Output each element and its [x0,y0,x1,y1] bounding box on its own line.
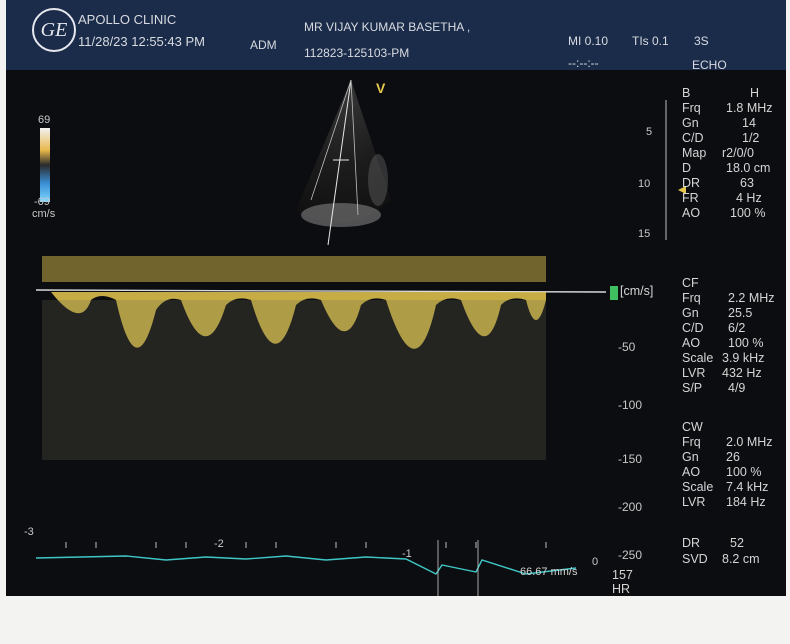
dr-label: DR [682,536,701,550]
cf-row-value: 25.5 [728,306,753,320]
velocity-unit: [cm/s] [620,284,654,298]
b-row-label: Map [682,146,707,160]
color-velocity-bar [40,128,50,202]
cf-row-label: S/P [682,381,703,395]
hr-label: HR [612,582,631,596]
b-row-value: 14 [742,116,756,130]
focus-marker [678,186,686,194]
doppler-noise [42,300,546,460]
cw-cursor-line[interactable] [327,79,352,246]
color-bar-top-label: 69 [38,114,51,126]
cw-row-label: Gn [682,450,699,464]
time-tick: 0 [592,556,599,568]
operator: ADM [250,38,277,52]
b-row-label: FR [682,191,699,205]
cw-row-label: AO [682,465,701,479]
cw-title: CW [682,420,703,434]
cw-row-value: 26 [726,450,740,464]
depth-tick-10: 10 [638,178,651,190]
b-title-value: H [750,86,760,100]
echo-reflection-2 [368,154,388,206]
mode-label: ECHO [692,58,727,72]
ecg-trace [35,555,577,575]
b-row-label: Frq [682,101,701,115]
b-row-value: 63 [740,176,754,190]
patient-id: 112823-125103-PM [304,46,410,60]
cf-row-label: AO [682,336,701,350]
cw-row-label: Scale [682,480,714,494]
cf-row-label: Frq [682,291,701,305]
timer: --:--:-- [568,56,599,70]
baseline-marker[interactable] [610,286,618,300]
sector-image [296,80,391,223]
sector-edge-left [310,79,352,201]
time-tick: -1 [402,548,412,560]
svd-value: 8.2 cm [722,552,760,566]
time-axis-ticks [65,542,547,548]
hr-value: 157 [612,568,633,582]
cf-row-value: 100 % [728,336,764,350]
cf-row-value: 6/2 [728,321,746,335]
tis-value: TIs 0.1 [632,34,669,48]
b-row-value: 100 % [730,206,766,220]
cf-row-value: 3.9 kHz [722,351,765,365]
header-bar: GE APOLLO CLINIC 11/28/23 12:55:43 PM AD… [6,0,786,72]
b-title: B [682,86,691,100]
cw-row-value: 100 % [726,465,762,479]
b-row-value: r2/0/0 [722,146,754,160]
cf-row-label: Scale [682,351,714,365]
b-row-label: Gn [682,116,699,130]
cf-title: CF [682,276,699,290]
cf-row-value: 2.2 MHz [728,291,775,305]
cf-row-label: Gn [682,306,699,320]
echo-reflection [301,203,381,227]
sector-edge-right [350,79,359,216]
cw-row-value: 184 Hz [726,495,766,509]
b-row-label: C/D [682,131,704,145]
depth-tick-5: 5 [646,126,653,138]
b-row-label: D [682,161,692,175]
view-marker: V [376,80,386,96]
clinic-name: APOLLO CLINIC [78,12,177,27]
b-row-label: AO [682,206,701,220]
cf-row-label: LVR [682,366,706,380]
b-row-value: 18.0 cm [726,161,771,175]
cf-row-value: 432 Hz [722,366,762,380]
color-bar-bottom-label: -69 [34,196,50,208]
patient-name: MR VIJAY KUMAR BASETHA , [304,20,471,34]
velocity-tick: -50 [618,340,636,354]
b-row-value: 4 Hz [736,191,762,205]
cw-row-value: 2.0 MHz [726,435,773,449]
time-tick: -3 [24,526,34,538]
sweep-speed: 66.67 mm/s [520,566,578,578]
velocity-tick: -200 [618,500,643,514]
doppler-spectrum [42,256,546,349]
cf-row-value: 4/9 [728,381,746,395]
b-row-label: DR [682,176,701,190]
date-time: 11/28/23 12:55:43 PM [78,34,205,49]
ge-logo: GE [32,8,76,52]
b-row-value: 1.8 MHz [726,101,773,115]
ultrasound-screen: GE APOLLO CLINIC 11/28/23 12:55:43 PM AD… [6,0,786,596]
color-bar-unit: cm/s [32,208,56,220]
mi-value: MI 0.10 [568,34,609,48]
velocity-tick: -100 [618,398,643,412]
svd-label: SVD [682,552,708,566]
b-row-value: 1/2 [742,131,760,145]
cw-row-value: 7.4 kHz [726,480,769,494]
cw-row-label: LVR [682,495,706,509]
cw-row-label: Frq [682,435,701,449]
doppler-baseline [35,289,607,293]
velocity-tick: -250 [618,548,643,562]
ultrasound-graphics [35,79,686,596]
dr-value: 52 [730,536,744,550]
cf-row-label: C/D [682,321,704,335]
velocity-tick: -150 [618,452,643,466]
depth-tick-15: 15 [638,228,651,240]
time-tick: -2 [214,538,224,550]
probe-name: 3S [694,34,709,48]
